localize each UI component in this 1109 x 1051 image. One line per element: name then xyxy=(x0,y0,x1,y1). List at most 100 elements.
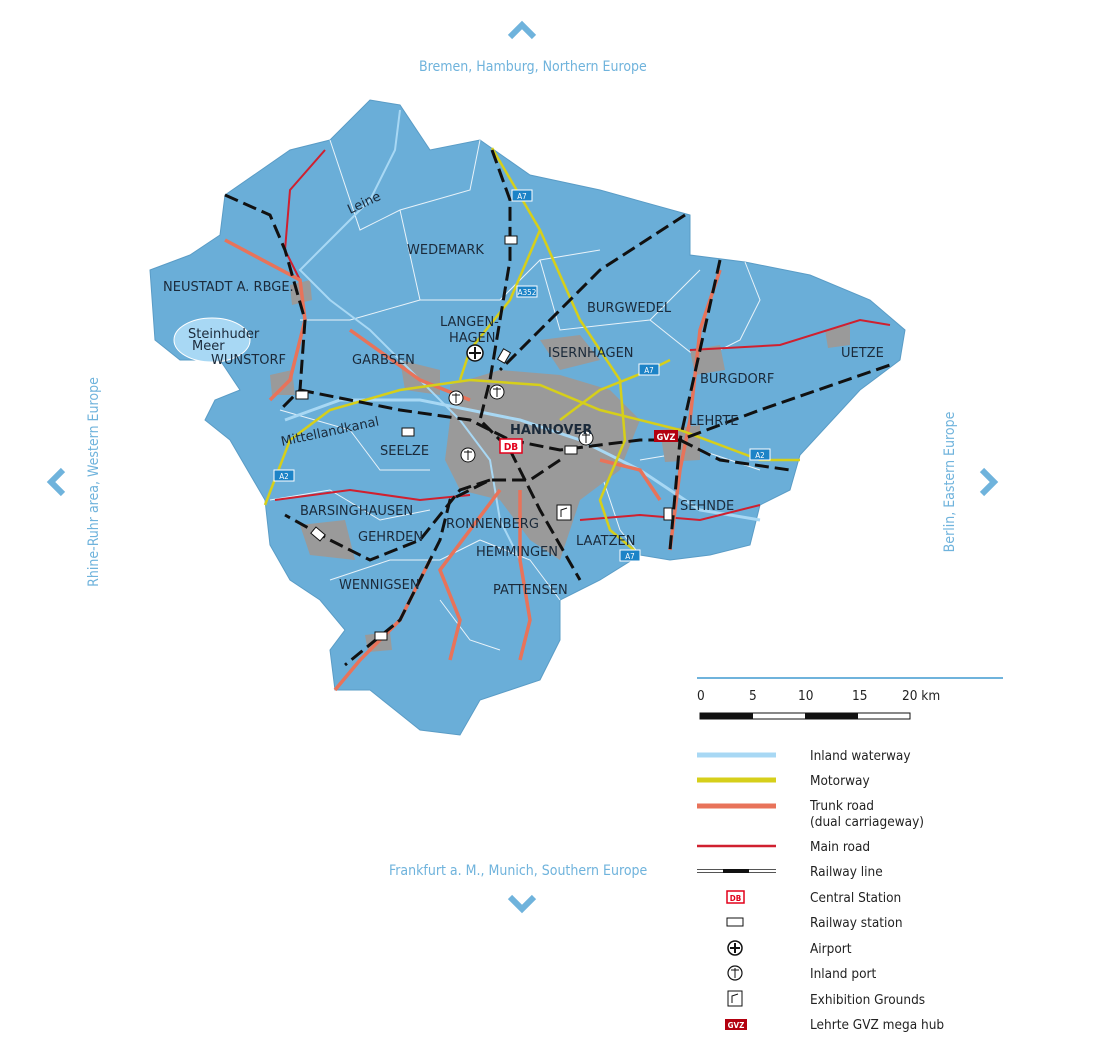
legend-item: Railway line xyxy=(697,864,1017,884)
station-icon xyxy=(663,507,673,521)
direction-east-label: Berlin, Eastern Europe xyxy=(942,411,958,553)
station-icon xyxy=(310,526,326,542)
scale-tick: 10 xyxy=(798,688,814,704)
town-label: NEUSTADT A. RBGE. xyxy=(163,280,294,295)
scale-bar xyxy=(699,712,911,720)
svg-text:GVZ: GVZ xyxy=(728,1021,745,1030)
arrow-east-icon[interactable] xyxy=(979,467,999,497)
municipal-borders xyxy=(269,139,761,651)
town-label: HEMMINGEN xyxy=(476,545,558,560)
town-label: WEDEMARK xyxy=(407,243,484,258)
legend-item: Railway station xyxy=(697,915,1017,935)
gvz-hub-icon: GVZ xyxy=(654,430,678,443)
legend-item: Lehrte GVZ mega hub xyxy=(697,1017,1017,1037)
direction-west-label: Rhine-Ruhr area, Western Europe xyxy=(86,377,102,587)
town-label: BURGDORF xyxy=(700,372,774,387)
exhibition-grounds-icon xyxy=(556,504,572,521)
legend-item: Trunk road (dual carriageway) xyxy=(697,798,1017,834)
town-label: HANNOVER xyxy=(510,423,592,438)
town-label: HAGEN xyxy=(449,331,495,346)
legend-item: Motorway xyxy=(697,773,1017,793)
arrow-west-icon[interactable] xyxy=(46,467,66,497)
anchor-icon xyxy=(727,965,743,981)
scale-tick: 5 xyxy=(749,688,757,704)
town-label: GEHRDEN xyxy=(358,530,423,545)
station-icon xyxy=(504,235,518,245)
legend-label: Inland port xyxy=(810,966,877,982)
town-label: UETZE xyxy=(841,346,884,361)
svg-text:A7: A7 xyxy=(517,192,527,201)
scale-tick: 15 xyxy=(852,688,868,704)
inland-port-icon xyxy=(448,390,464,406)
town-label: BURGWEDEL xyxy=(587,301,672,316)
svg-text:A2: A2 xyxy=(279,472,289,481)
leine-river xyxy=(298,109,521,561)
town-label: LAATZEN xyxy=(576,534,635,549)
legend-label-line: Trunk road xyxy=(810,798,874,814)
legend-label: Motorway xyxy=(810,773,870,789)
shield-a7: A7 xyxy=(619,549,641,562)
gvz-icon: GVZ xyxy=(725,1019,747,1030)
shield-a2: A2 xyxy=(273,469,295,482)
steinhuder-meer xyxy=(173,317,251,363)
shield-a7: A7 xyxy=(638,363,660,376)
legend-item: Inland port xyxy=(697,966,1017,986)
svg-text:A7: A7 xyxy=(625,552,635,561)
legend-label: Exhibition Grounds xyxy=(810,992,926,1008)
inland-port-icon xyxy=(460,447,476,463)
town-label: LANGEN- xyxy=(440,315,499,330)
town-label: WENNIGSEN xyxy=(339,578,420,593)
town-label: SEHNDE xyxy=(680,499,734,514)
legend-label: Trunk road (dual carriageway) xyxy=(810,798,924,830)
arrow-south-icon[interactable] xyxy=(507,894,537,914)
svg-text:DB: DB xyxy=(504,442,518,453)
railway-stations xyxy=(295,235,673,641)
legend-label: Lehrte GVZ mega hub xyxy=(810,1017,945,1033)
legend-label: Main road xyxy=(810,839,871,855)
legend-symbols: DB GVZ xyxy=(697,752,776,1030)
scale-tick: 20 km xyxy=(902,688,941,704)
direction-south-label: Frankfurt a. M., Munich, Southern Europe xyxy=(389,863,648,879)
station-icon xyxy=(496,348,512,364)
legend-label: Railway line xyxy=(810,864,883,880)
station-icon xyxy=(374,631,388,641)
db-icon: DB xyxy=(726,890,745,904)
town-label: ISERNHAGEN xyxy=(548,346,634,361)
legend-label: Central Station xyxy=(810,890,902,906)
exhibition-icon xyxy=(727,990,743,1007)
svg-text:GVZ: GVZ xyxy=(657,433,676,443)
town-label: BARSINGHAUSEN xyxy=(300,504,413,519)
arrow-north-icon[interactable] xyxy=(507,20,537,40)
scale-tick: 0 xyxy=(697,688,705,704)
legend-item: Airport xyxy=(697,941,1017,961)
svg-text:A352: A352 xyxy=(518,288,537,297)
direction-north-label: Bremen, Hamburg, Northern Europe xyxy=(419,59,647,75)
water-label: Meer xyxy=(192,339,225,354)
water-label: Steinhuder xyxy=(188,327,260,342)
svg-text:A2: A2 xyxy=(755,451,765,460)
station-icon xyxy=(564,445,578,455)
town-label: LEHRTE xyxy=(689,414,738,429)
motorway-shields: A7 A352 A7 A7 A2 A2 xyxy=(273,189,771,562)
legend-item: Main road xyxy=(697,839,1017,859)
town-label: PATTENSEN xyxy=(493,583,568,598)
airport-icon xyxy=(466,344,484,362)
legend-item: Exhibition Grounds xyxy=(697,992,1017,1012)
svg-text:DB: DB xyxy=(730,894,741,903)
town-label: GARBSEN xyxy=(352,353,415,368)
legend-label: Inland waterway xyxy=(810,748,911,764)
legend-item: Central Station xyxy=(697,890,1017,910)
town-label: SEELZE xyxy=(380,444,429,459)
station-icon xyxy=(726,917,744,927)
legend-label: Railway station xyxy=(810,915,903,931)
shield-a7: A7 xyxy=(511,189,533,202)
legend-label-line: (dual carriageway) xyxy=(810,814,924,830)
legend-label: Airport xyxy=(810,941,852,957)
legend-item: Inland waterway xyxy=(697,748,1017,768)
motorways xyxy=(263,147,800,556)
town-label: WUNSTORF xyxy=(211,353,286,368)
inland-port-icon xyxy=(489,384,505,400)
town-label: RONNENBERG xyxy=(446,517,539,532)
station-icon xyxy=(401,427,415,437)
